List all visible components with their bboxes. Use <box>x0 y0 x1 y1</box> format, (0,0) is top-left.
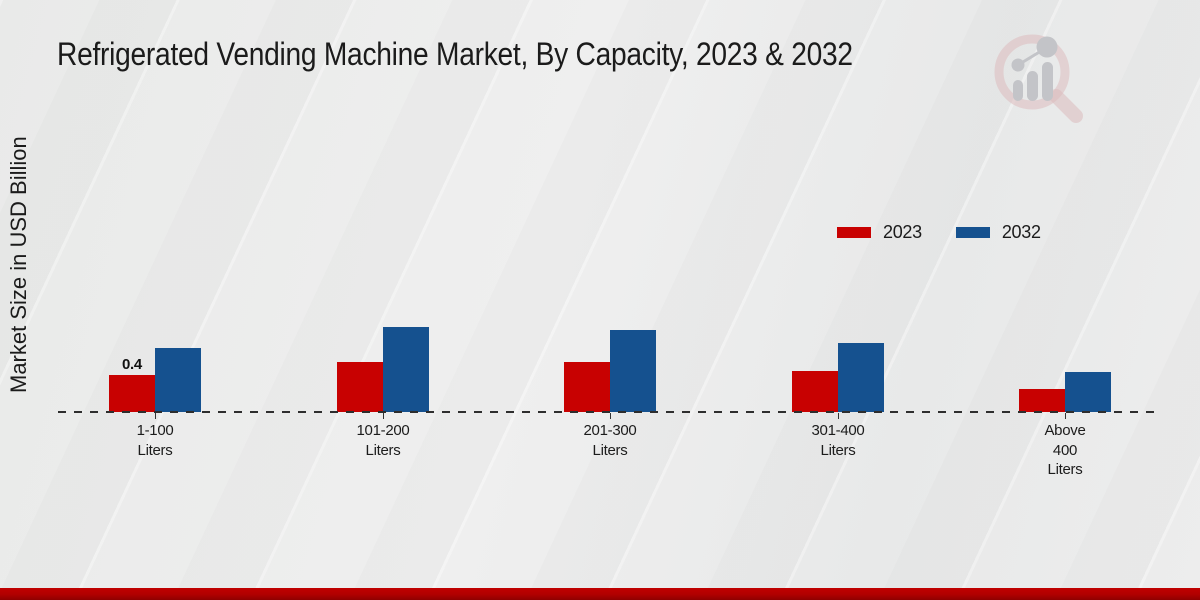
category-label: 201-300 Liters <box>583 422 637 459</box>
legend: 2023 2032 <box>837 222 1041 243</box>
axis-tick <box>1065 413 1066 419</box>
bar-2032-301-400-liters <box>838 343 884 412</box>
bar-value-label: 0.4 <box>122 356 142 373</box>
category-label: 301-400 Liters <box>811 422 865 459</box>
magnifier-bar-chart-watermark-icon <box>994 34 1083 123</box>
bar-2032-above-400-liters <box>1065 372 1111 412</box>
axis-tick <box>610 413 611 419</box>
bar-2032-101-200-liters <box>383 327 429 412</box>
bar-2023-above-400-liters <box>1019 389 1065 412</box>
axis-tick <box>383 413 384 419</box>
chart-title: Refrigerated Vending Machine Market, By … <box>57 36 853 72</box>
x-axis-baseline <box>58 411 1158 413</box>
bar-2032-201-300-liters <box>610 330 656 412</box>
legend-swatch-2023 <box>837 227 871 238</box>
legend-swatch-2032 <box>955 227 990 238</box>
legend-label-2023: 2023 <box>883 222 922 242</box>
axis-tick <box>838 413 839 419</box>
axis-tick <box>155 413 156 419</box>
legend-label-2032: 2032 <box>1001 222 1041 242</box>
bar-2032-1-100-liters <box>155 348 201 412</box>
category-label: 1-100 Liters <box>136 422 174 459</box>
category-label: Above 400 Liters <box>1044 422 1086 478</box>
bar-2023-301-400-liters <box>792 371 838 412</box>
bar-2023-101-200-liters <box>337 362 383 412</box>
bar-2023-1-100-liters <box>109 375 155 412</box>
category-label: 101-200 Liters <box>356 422 410 459</box>
footer-accent-bar <box>0 588 1200 600</box>
bar-2023-201-300-liters <box>564 362 610 412</box>
